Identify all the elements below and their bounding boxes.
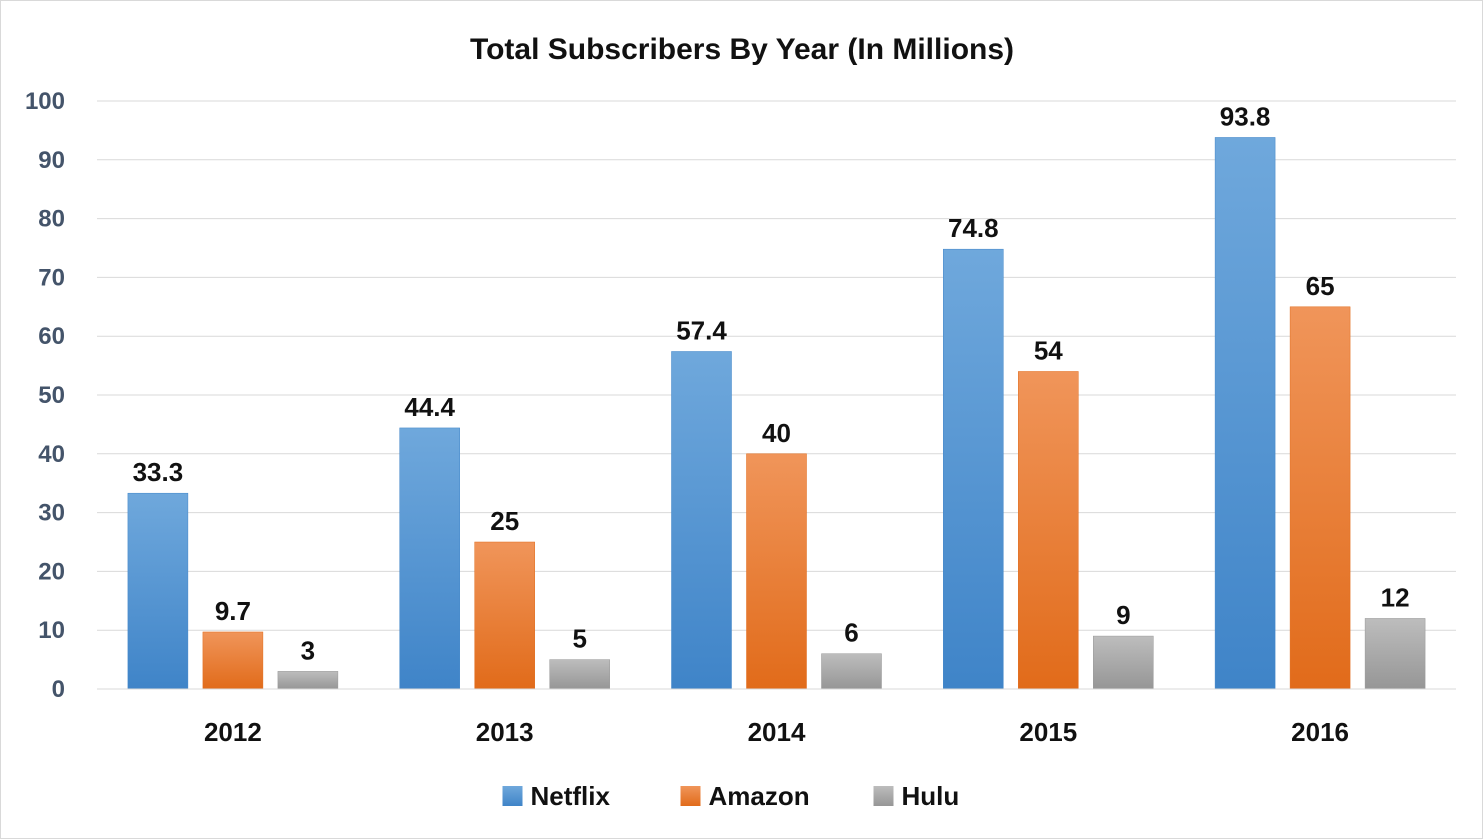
legend-swatch-netflix xyxy=(502,786,523,806)
bar-amazon-2014 xyxy=(746,453,807,690)
chart-title: Total Subscribers By Year (In Millions) xyxy=(470,33,1014,66)
data-label-netflix-2014: 57.4 xyxy=(676,315,727,345)
bar-amazon-2012 xyxy=(202,631,264,690)
bar-hulu-2014 xyxy=(821,653,882,690)
bar-netflix-2014 xyxy=(671,351,732,690)
y-tick-label: 10 xyxy=(38,617,65,644)
y-tick-label: 100 xyxy=(25,88,65,115)
bar-hulu-2015 xyxy=(1093,635,1154,690)
x-axis-ticks: 2012 2013 2014 2015 2016 xyxy=(204,717,1349,747)
data-label-netflix-2012: 33.3 xyxy=(133,457,184,487)
bar-hulu-2012 xyxy=(277,671,339,690)
bar-hulu-2013 xyxy=(549,659,610,690)
y-tick-label: 0 xyxy=(52,676,65,703)
legend-label-netflix: Netflix xyxy=(531,781,611,811)
data-label-hulu-2012: 3 xyxy=(301,635,315,665)
bar-netflix-2016 xyxy=(1214,137,1276,690)
y-tick-label: 70 xyxy=(38,264,65,291)
y-tick-label: 30 xyxy=(38,500,65,527)
legend-label-hulu: Hulu xyxy=(902,781,960,811)
gridlines xyxy=(97,100,1456,631)
data-label-hulu-2014: 6 xyxy=(844,618,858,648)
data-labels: 33.3 9.7 3 44.4 25 5 57.4 40 6 74.8 54 9 93.8 65 12 xyxy=(133,101,1410,665)
data-label-hulu-2015: 9 xyxy=(1116,600,1130,630)
bar-amazon-2016 xyxy=(1289,306,1351,690)
x-tick-label: 2016 xyxy=(1291,717,1349,747)
bar-netflix-2013 xyxy=(399,427,460,690)
x-tick-label: 2013 xyxy=(476,717,534,747)
x-tick-label: 2015 xyxy=(1019,717,1077,747)
bars xyxy=(127,137,1426,690)
data-label-hulu-2016: 12 xyxy=(1381,582,1410,612)
data-label-netflix-2016: 93.8 xyxy=(1220,101,1271,131)
y-tick-label: 40 xyxy=(38,441,65,468)
y-tick-label: 90 xyxy=(38,147,65,174)
data-label-amazon-2015: 54 xyxy=(1034,335,1063,365)
bar-hulu-2016 xyxy=(1364,618,1426,690)
bar-netflix-2012 xyxy=(127,492,189,690)
bar-netflix-2015 xyxy=(943,248,1004,690)
bar-amazon-2013 xyxy=(474,541,535,690)
y-tick-label: 80 xyxy=(38,206,65,233)
legend-label-amazon: Amazon xyxy=(709,781,810,811)
data-label-amazon-2012: 9.7 xyxy=(215,596,251,626)
data-label-amazon-2014: 40 xyxy=(762,418,791,448)
y-tick-label: 50 xyxy=(38,382,65,409)
legend: Netflix Amazon Hulu xyxy=(502,781,960,811)
legend-swatch-hulu xyxy=(873,786,894,806)
x-tick-label: 2014 xyxy=(748,717,806,747)
y-axis-ticks: 0 10 20 30 40 50 60 70 80 90 100 xyxy=(25,88,65,703)
x-tick-label: 2012 xyxy=(204,717,262,747)
data-label-netflix-2013: 44.4 xyxy=(404,392,455,422)
data-label-hulu-2013: 5 xyxy=(572,624,586,654)
data-label-netflix-2015: 74.8 xyxy=(948,213,999,243)
data-label-amazon-2016: 65 xyxy=(1306,271,1335,301)
bar-amazon-2015 xyxy=(1018,371,1079,690)
legend-swatch-amazon xyxy=(680,786,701,806)
y-tick-label: 20 xyxy=(38,558,65,585)
data-label-amazon-2013: 25 xyxy=(490,506,519,536)
y-tick-label: 60 xyxy=(38,323,65,350)
